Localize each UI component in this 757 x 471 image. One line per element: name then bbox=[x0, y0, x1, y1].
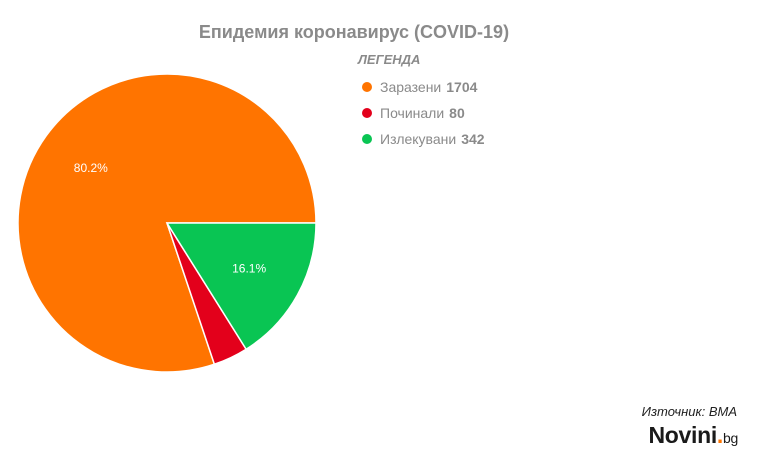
legend-value-recovered: 342 bbox=[461, 131, 485, 147]
pie-slice-label-0: 80.2% bbox=[74, 161, 108, 175]
legend-marker-recovered bbox=[362, 134, 372, 144]
legend-value-deceased: 80 bbox=[449, 105, 465, 121]
legend-label-deceased: Починали bbox=[380, 105, 445, 121]
chart-title: Епидемия коронавирус (COVID-19) bbox=[198, 22, 510, 42]
source-note: Източник: ВМА bbox=[641, 404, 737, 419]
legend: ЛЕГЕНДА Заразени 1704 Починали 80 Излеку… bbox=[355, 52, 485, 152]
pie-slice-label-2: 16.1% bbox=[232, 261, 266, 275]
legend-title: ЛЕГЕНДА bbox=[358, 52, 421, 67]
legend-label-recovered: Излекувани bbox=[380, 131, 457, 147]
legend-marker-infected bbox=[362, 82, 372, 92]
legend-item-recovered: Излекувани 342 bbox=[355, 126, 485, 152]
legend-value-infected: 1704 bbox=[446, 79, 478, 95]
brand-tld: bg bbox=[723, 430, 738, 446]
legend-label-infected: Заразени bbox=[380, 79, 442, 95]
legend-item-infected: Заразени 1704 bbox=[355, 74, 485, 100]
brand-name: Novini bbox=[648, 422, 717, 448]
legend-marker-deceased bbox=[362, 108, 372, 118]
pie-slice-2 bbox=[165, 222, 317, 351]
legend-item-deceased: Починали 80 bbox=[355, 100, 485, 126]
brand-logo: Novini.bg bbox=[648, 422, 738, 449]
brand-dot: . bbox=[716, 422, 724, 448]
